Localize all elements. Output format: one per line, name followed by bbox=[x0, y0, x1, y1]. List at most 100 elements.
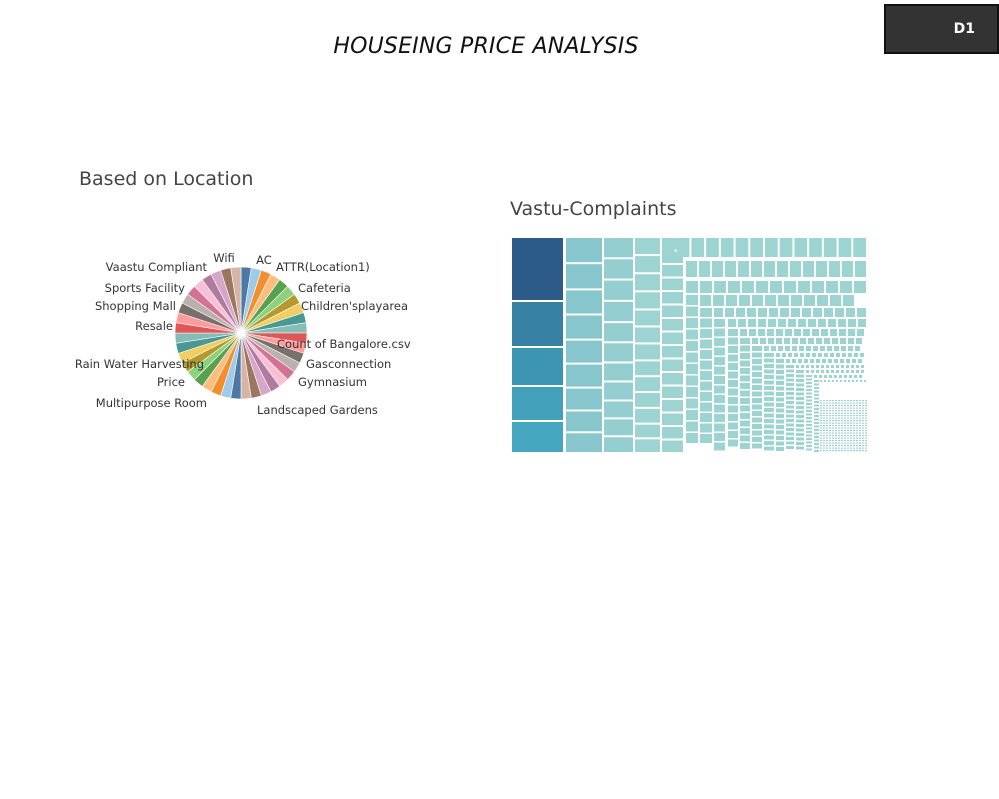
treemap-cell[interactable] bbox=[747, 308, 756, 317]
treemap-cell[interactable] bbox=[752, 404, 762, 410]
treemap-cell[interactable] bbox=[786, 423, 794, 427]
treemap-cell[interactable] bbox=[662, 346, 683, 358]
treemap-cell[interactable] bbox=[752, 338, 758, 344]
treemap-cell[interactable] bbox=[792, 359, 796, 363]
treemap-cell[interactable] bbox=[748, 319, 756, 327]
treemap-cell[interactable] bbox=[862, 422, 864, 424]
treemap-cell[interactable] bbox=[686, 387, 698, 397]
treemap-cell[interactable] bbox=[786, 374, 794, 377]
treemap-cell[interactable] bbox=[800, 338, 806, 344]
treemap-cell[interactable] bbox=[786, 414, 794, 418]
treemap-cell[interactable] bbox=[796, 446, 804, 450]
treemap-cell[interactable] bbox=[566, 433, 602, 452]
treemap-cell[interactable] bbox=[853, 437, 855, 439]
treemap-cell[interactable] bbox=[841, 346, 846, 351]
treemap-cell[interactable] bbox=[859, 435, 861, 437]
treemap-cell[interactable] bbox=[728, 337, 738, 345]
treemap-cell[interactable] bbox=[776, 386, 784, 391]
treemap-cell[interactable] bbox=[796, 442, 804, 445]
treemap-cell[interactable] bbox=[826, 425, 828, 427]
treemap-cell[interactable] bbox=[847, 427, 849, 429]
treemap-cell[interactable] bbox=[838, 445, 840, 447]
treemap-cell[interactable] bbox=[662, 319, 683, 331]
treemap-cell[interactable] bbox=[820, 380, 822, 382]
treemap-cell[interactable] bbox=[662, 251, 683, 264]
treemap-cell[interactable] bbox=[776, 430, 784, 435]
treemap-cell[interactable] bbox=[764, 364, 774, 368]
treemap-cell[interactable] bbox=[838, 415, 840, 417]
treemap-cell[interactable] bbox=[853, 407, 855, 409]
treemap-cell[interactable] bbox=[635, 344, 660, 360]
treemap-cell[interactable] bbox=[662, 265, 683, 277]
treemap-cell[interactable] bbox=[838, 422, 840, 424]
treemap-cell[interactable] bbox=[826, 435, 828, 437]
treemap-cell[interactable] bbox=[806, 427, 812, 430]
treemap-cell[interactable] bbox=[841, 432, 843, 434]
treemap-cell[interactable] bbox=[806, 406, 812, 409]
treemap-cell[interactable] bbox=[865, 427, 867, 429]
treemap-cell[interactable] bbox=[740, 383, 750, 389]
treemap-cell[interactable] bbox=[838, 412, 840, 414]
treemap-cell[interactable] bbox=[824, 380, 826, 382]
treemap-cell[interactable] bbox=[700, 413, 712, 422]
treemap-cell[interactable] bbox=[850, 420, 852, 422]
treemap-cell[interactable] bbox=[865, 430, 867, 432]
treemap-cell[interactable] bbox=[764, 446, 774, 451]
treemap-cell[interactable] bbox=[714, 338, 725, 346]
treemap-cell[interactable] bbox=[566, 364, 602, 387]
treemap-cell[interactable] bbox=[604, 382, 633, 400]
treemap-cell[interactable] bbox=[858, 359, 862, 363]
treemap-cell[interactable] bbox=[829, 400, 831, 402]
treemap-cell[interactable] bbox=[856, 370, 859, 373]
treemap-cell[interactable] bbox=[841, 412, 843, 414]
treemap-cell[interactable] bbox=[844, 405, 846, 407]
treemap-cell[interactable] bbox=[826, 420, 828, 422]
treemap-cell[interactable] bbox=[844, 450, 846, 452]
treemap-cell[interactable] bbox=[782, 353, 786, 357]
treemap-cell[interactable] bbox=[828, 380, 830, 382]
treemap-cell[interactable] bbox=[832, 435, 834, 437]
treemap-cell[interactable] bbox=[857, 329, 864, 336]
treemap-cell[interactable] bbox=[850, 412, 852, 414]
treemap-cell[interactable] bbox=[848, 353, 852, 357]
treemap-cell[interactable] bbox=[635, 377, 660, 392]
treemap-cell[interactable] bbox=[823, 447, 825, 449]
treemap-cell[interactable] bbox=[820, 400, 822, 402]
treemap-cell[interactable] bbox=[786, 441, 794, 445]
treemap-cell[interactable] bbox=[804, 359, 808, 363]
treemap-cell[interactable] bbox=[841, 422, 843, 424]
treemap-cell[interactable] bbox=[796, 401, 804, 405]
treemap-cell[interactable] bbox=[764, 391, 774, 396]
treemap-cell[interactable] bbox=[853, 238, 866, 257]
treemap-cell[interactable] bbox=[738, 261, 749, 277]
treemap-cell[interactable] bbox=[841, 445, 843, 447]
treemap-cell[interactable] bbox=[686, 295, 698, 305]
treemap-cell[interactable] bbox=[700, 329, 712, 338]
treemap-cell[interactable] bbox=[829, 432, 831, 434]
treemap-cell[interactable] bbox=[829, 422, 831, 424]
treemap-cell[interactable] bbox=[838, 432, 840, 434]
treemap-cell[interactable] bbox=[764, 353, 774, 357]
treemap-cell[interactable] bbox=[835, 407, 837, 409]
treemap-cell[interactable] bbox=[862, 450, 864, 452]
treemap-cell[interactable] bbox=[604, 301, 633, 322]
treemap-cell[interactable] bbox=[768, 319, 776, 327]
treemap-cell[interactable] bbox=[758, 308, 767, 317]
treemap-cell[interactable] bbox=[796, 437, 804, 441]
treemap-cell[interactable] bbox=[806, 448, 812, 451]
treemap-cell[interactable] bbox=[852, 380, 854, 382]
treemap-cell[interactable] bbox=[814, 443, 819, 445]
treemap-cell[interactable] bbox=[853, 435, 855, 437]
treemap-cell[interactable] bbox=[850, 422, 852, 424]
treemap-cell[interactable] bbox=[700, 360, 712, 370]
treemap-cell[interactable] bbox=[865, 402, 867, 404]
treemap-cell[interactable] bbox=[865, 450, 867, 452]
treemap-cell[interactable] bbox=[714, 319, 725, 327]
treemap-cell[interactable] bbox=[862, 410, 864, 412]
treemap-cell[interactable] bbox=[826, 440, 828, 442]
treemap-cell[interactable] bbox=[856, 442, 858, 444]
treemap-cell[interactable] bbox=[838, 400, 840, 402]
treemap-cell[interactable] bbox=[829, 420, 831, 422]
treemap-cell[interactable] bbox=[832, 432, 834, 434]
treemap-cell[interactable] bbox=[740, 368, 750, 374]
